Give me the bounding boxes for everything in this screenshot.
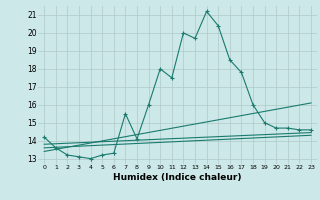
X-axis label: Humidex (Indice chaleur): Humidex (Indice chaleur) (113, 173, 242, 182)
